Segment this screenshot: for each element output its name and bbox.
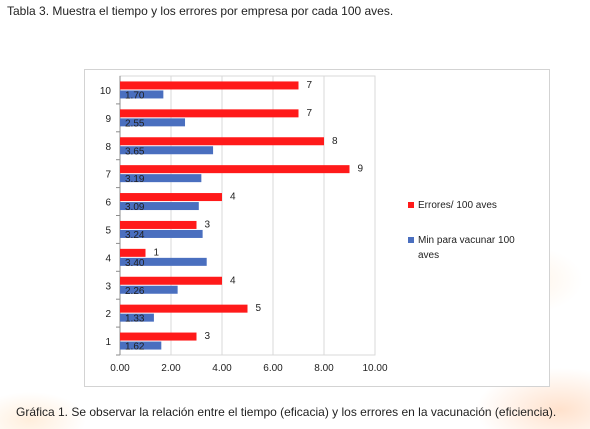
- y-tick-label: 2: [105, 309, 111, 320]
- errores-data-label: 8: [332, 136, 338, 147]
- errores-data-label: 9: [358, 164, 364, 175]
- min-vacunar-bar: [120, 229, 203, 238]
- x-tick-label: 2.00: [161, 363, 181, 374]
- min-vacunar-data-label: 2.55: [125, 118, 145, 129]
- legend-label-min-vacunar: Min para vacunar 100 aves: [418, 235, 515, 261]
- errores-bar: [120, 304, 248, 313]
- errores-data-label: 7: [307, 108, 313, 119]
- min-vacunar-bar: [120, 202, 199, 211]
- min-vacunar-data-label: 1.33: [125, 314, 145, 325]
- errores-data-label: 7: [307, 80, 313, 91]
- min-vacunar-bar: [120, 313, 154, 322]
- x-tick-label: 4.00: [212, 363, 232, 374]
- min-vacunar-bar: [120, 174, 202, 183]
- errores-data-label: 1: [154, 247, 160, 258]
- y-tick-label: 9: [105, 114, 111, 125]
- y-tick-label: 3: [105, 281, 111, 292]
- y-tick-label: 4: [105, 253, 111, 264]
- y-tick-label: 7: [105, 170, 111, 181]
- min-vacunar-data-label: 1.62: [125, 342, 145, 353]
- chart-container: 0.00 2.00 4.00 6.00 8.00 10.00 1 3 1.62 2 5 1.33 3 4 2…: [84, 69, 550, 387]
- errores-data-label: 3: [205, 331, 211, 342]
- min-vacunar-data-label: 3.09: [125, 202, 145, 213]
- y-tick-label: 10: [100, 86, 112, 97]
- x-tick-label: 6.00: [263, 363, 283, 374]
- legend-swatch-min-vacunar: [408, 237, 414, 243]
- min-vacunar-data-label: 3.24: [125, 230, 145, 241]
- errores-bar: [120, 81, 299, 90]
- errores-data-label: 4: [230, 192, 236, 203]
- table-caption: Tabla 3. Muestra el tiempo y los errores…: [7, 4, 394, 18]
- errores-bar: [120, 248, 146, 257]
- y-tick-label: 8: [105, 142, 111, 153]
- legend-label-errores: Errores/ 100 aves: [418, 200, 497, 211]
- min-vacunar-bar: [120, 90, 164, 99]
- errores-bar: [120, 165, 350, 174]
- errores-bar: [120, 137, 324, 146]
- errores-bar: [120, 332, 197, 341]
- min-vacunar-bar: [120, 341, 162, 350]
- min-vacunar-data-label: 3.19: [125, 174, 145, 185]
- min-vacunar-data-label: 2.26: [125, 286, 145, 297]
- y-tick-label: 5: [105, 225, 111, 236]
- errores-data-label: 4: [230, 275, 236, 286]
- x-tick-label: 0.00: [110, 363, 130, 374]
- min-vacunar-bar: [120, 257, 207, 266]
- x-tick-label: 8.00: [314, 363, 334, 374]
- min-vacunar-data-label: 1.70: [125, 90, 145, 101]
- errores-data-label: 3: [205, 219, 211, 230]
- min-vacunar-data-label: 3.40: [125, 258, 145, 269]
- bar-chart: 0.00 2.00 4.00 6.00 8.00 10.00 1 3 1.62 2 5 1.33 3 4 2…: [100, 75, 515, 374]
- figure-caption: Gráfica 1. Se observar la relación entre…: [16, 405, 557, 419]
- errores-data-label: 5: [256, 303, 262, 314]
- y-tick-label: 6: [105, 198, 111, 209]
- plot-area: [119, 75, 376, 356]
- min-vacunar-bar: [120, 146, 214, 155]
- min-vacunar-bar: [120, 285, 178, 294]
- min-vacunar-data-label: 3.65: [125, 146, 145, 157]
- legend-swatch-errores: [408, 202, 414, 208]
- errores-bar: [120, 220, 197, 229]
- errores-bar: [120, 276, 222, 285]
- errores-bar: [120, 193, 222, 202]
- errores-bar: [120, 109, 299, 118]
- min-vacunar-bar: [120, 118, 186, 127]
- y-tick-label: 1: [105, 337, 111, 348]
- x-tick-label: 10.00: [362, 363, 387, 374]
